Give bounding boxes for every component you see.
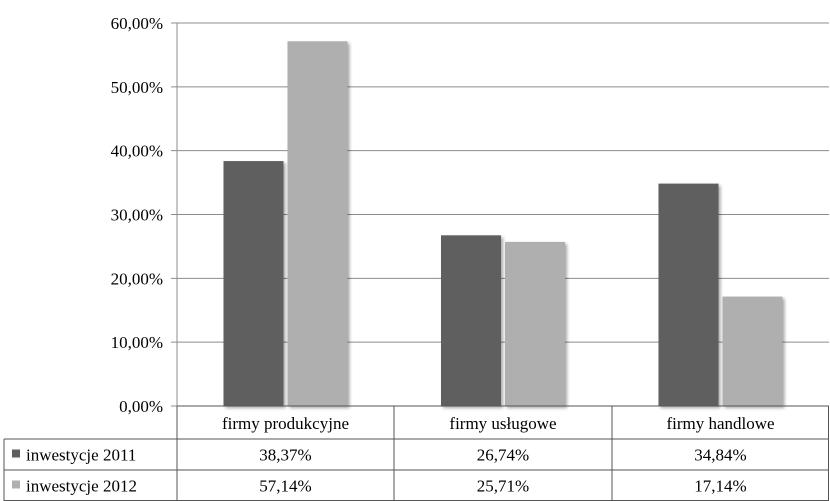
legend-key [12,450,20,458]
data-value-cell: 38,37% [259,446,311,465]
y-tick-label: 50,00% [111,78,163,97]
data-value-cell: 34,84% [694,446,746,465]
y-tick-label: 10,00% [111,333,163,352]
y-tick-label: 30,00% [111,206,163,225]
bar-2011 [659,184,719,406]
bars [224,41,783,406]
data-value-cell: 17,14% [694,477,746,496]
y-tick-label: 0,00% [119,397,163,416]
bar-2011 [441,235,501,406]
legend-label: inwestycje 2011 [26,446,136,465]
bar-2011 [224,161,284,406]
y-tick-label: 40,00% [111,142,163,161]
x-tick-label: firmy usługowe [449,414,556,433]
data-table: firmy produkcyjne firmy usługowe firmy han… [4,406,829,501]
data-value-cell: 26,74% [477,446,529,465]
bar-2012 [288,41,348,406]
y-tick-label: 60,00% [111,14,163,33]
bar-2012 [505,242,565,406]
y-axis-tick-labels: 0,00% 10,00% 20,00% 30,00% 40,00% 50,00% 60,00… [111,14,163,416]
x-tick-label: firmy produkcyjne [222,414,349,433]
legend-label: inwestycje 2012 [26,477,137,496]
bar-2012 [723,297,783,406]
data-value-cell: 57,14% [259,477,311,496]
y-tick-label: 20,00% [111,269,163,288]
data-value-cell: 25,71% [477,477,529,496]
x-tick-label: firmy handlowe [666,414,774,433]
legend-key [12,481,20,489]
